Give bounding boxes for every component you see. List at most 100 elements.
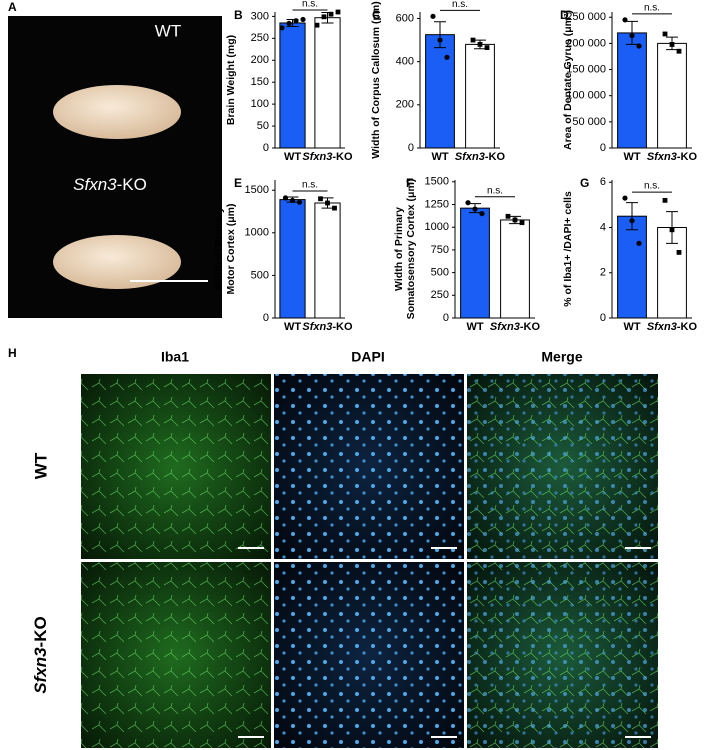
x-tick-label: Sfxn3-KO — [647, 151, 698, 163]
y-tick-label: 400 — [396, 56, 414, 68]
data-point — [465, 200, 471, 206]
y-tick-label: 0 — [263, 312, 269, 324]
micrograph-texture — [81, 562, 271, 748]
error-bar — [626, 20, 638, 45]
y-tick-label: 2 — [600, 267, 606, 279]
panel-label: D — [560, 8, 569, 22]
data-point — [519, 220, 525, 226]
bar — [460, 207, 490, 319]
bar — [500, 219, 530, 319]
panel-label: C — [372, 8, 381, 22]
bar — [279, 199, 306, 319]
panel-label: H — [8, 346, 17, 360]
bar — [279, 22, 306, 149]
data-point — [300, 16, 306, 23]
bar — [465, 43, 495, 149]
x-tick-label: Sfxn3-KO — [647, 321, 698, 333]
data-point — [279, 25, 285, 31]
y-tick-label: 250 — [251, 32, 269, 44]
y-tick-label: 1500 — [245, 184, 269, 196]
y-tick-label: 0 — [600, 142, 606, 154]
data-point — [472, 206, 478, 212]
micrograph-texture — [274, 562, 464, 748]
y-axis-label: Motor Cortex (μm) — [225, 203, 237, 294]
column-header: Iba1 — [161, 349, 189, 365]
data-point — [622, 195, 628, 201]
y-tick-label: 100 — [251, 98, 269, 110]
annotation: n.s. — [487, 185, 503, 196]
y-tick-label: 750 — [431, 244, 449, 256]
annotation: n.s. — [302, 0, 318, 10]
y-tick-label: 0 — [443, 312, 449, 324]
panel-label: E — [234, 176, 242, 190]
bar — [314, 202, 341, 319]
x-tick-label: WT — [466, 321, 483, 333]
y-tick-label: 500 — [251, 269, 269, 281]
data-point — [669, 227, 675, 233]
x-tick-label: WT — [284, 151, 301, 163]
y-tick-label: 1500 — [425, 176, 449, 188]
data-point — [430, 13, 436, 19]
data-point — [669, 42, 675, 47]
bar — [617, 215, 647, 319]
bar — [657, 42, 687, 149]
y-tick-label: 50 — [257, 120, 269, 132]
x-tick-label: Sfxn3-KO — [302, 151, 353, 163]
panel-label: F — [406, 176, 413, 190]
y-tick-label: 1000 — [425, 221, 449, 233]
annotation: n.s. — [302, 180, 318, 191]
data-point — [286, 20, 292, 27]
y-tick-label: 150 000 — [566, 63, 606, 75]
brain — [53, 85, 181, 139]
photo-label: Sfxn3-KO — [73, 175, 147, 194]
micrograph-texture — [467, 374, 658, 559]
y-tick-label: 300 — [251, 10, 269, 22]
data-point — [293, 18, 299, 24]
y-tick-label: 6 — [600, 176, 606, 188]
bar — [314, 17, 341, 149]
data-point — [636, 240, 642, 246]
data-point — [512, 217, 518, 223]
y-tick-label: 1250 — [425, 198, 449, 210]
micrograph-texture — [467, 562, 658, 748]
data-point — [662, 31, 668, 37]
y-tick-label: 150 — [251, 76, 269, 88]
panel-label: A — [8, 0, 17, 14]
y-axis-label: Area of Dentate Gyrus (μm²) — [562, 10, 574, 150]
y-tick-label: 50 000 — [572, 116, 606, 128]
x-tick-label: Sfxn3-KO — [455, 151, 506, 163]
data-point — [289, 197, 296, 204]
x-tick-label: WT — [284, 321, 301, 333]
data-point — [314, 22, 320, 28]
row-header: WT — [31, 452, 50, 479]
data-point — [676, 249, 682, 255]
photo-label: WT — [155, 21, 181, 40]
bar — [617, 32, 647, 149]
y-axis-label: % of Iba1+ /DAPI+ cells — [562, 191, 574, 307]
data-point — [505, 213, 511, 219]
y-tick-label: 500 — [431, 267, 449, 279]
annotation: n.s. — [644, 181, 660, 192]
data-point — [479, 210, 485, 217]
bar — [425, 34, 455, 149]
data-point — [622, 17, 628, 23]
micrograph-texture — [81, 374, 271, 559]
x-tick-label: WT — [623, 151, 640, 163]
data-point — [662, 197, 668, 203]
data-point — [296, 199, 303, 205]
data-point — [328, 11, 334, 17]
y-tick-label: 0 — [263, 142, 269, 154]
y-tick-label: 600 — [396, 12, 414, 24]
annotation: n.s. — [644, 2, 660, 13]
y-tick-label: 0 — [408, 142, 414, 154]
y-tick-label: 0 — [600, 312, 606, 324]
row-header: Sfxn3-KO — [31, 616, 50, 693]
panel-label: G — [580, 176, 589, 190]
data-point — [629, 218, 635, 224]
data-point — [629, 32, 635, 39]
data-point — [636, 43, 642, 49]
y-tick-label: 200 — [251, 54, 269, 66]
annotation: n.s. — [452, 0, 468, 10]
x-tick-label: WT — [623, 321, 640, 333]
